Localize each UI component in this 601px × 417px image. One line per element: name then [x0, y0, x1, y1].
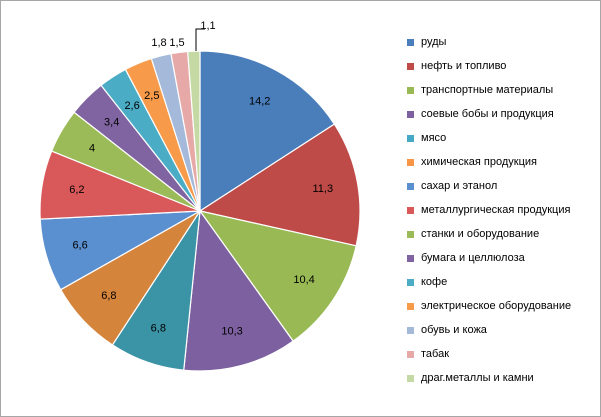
legend-swatch [407, 351, 414, 358]
data-label-12: 2,5 [144, 90, 159, 102]
legend-label: станки и оборудование [421, 228, 540, 240]
legend-swatch [407, 87, 414, 94]
legend-item: сахар и этанол [407, 178, 597, 202]
pie-slice-4 [183, 209, 294, 372]
legend-item: обувь и кожа [407, 322, 597, 346]
legend-swatch [407, 303, 414, 310]
legend-swatch [407, 111, 414, 118]
legend-label: сахар и этанол [421, 180, 498, 192]
legend-label: электрическое оборудование [421, 300, 572, 312]
legend-swatch [407, 327, 414, 334]
data-label-4: 10,3 [221, 326, 242, 338]
data-label-2: 11,3 [313, 183, 334, 195]
data-label-9: 4 [89, 142, 95, 154]
legend-swatch [407, 183, 414, 190]
legend-item: драг.металлы и камни [407, 370, 597, 394]
legend-label: бумага и целлюлоза [421, 252, 525, 264]
legend-swatch [407, 231, 414, 238]
legend-swatch [407, 279, 414, 286]
legend-swatch [407, 135, 414, 142]
legend-label: мясо [421, 132, 447, 144]
legend-swatch [407, 63, 414, 70]
data-label-3: 10,4 [293, 274, 314, 286]
legend-swatch [407, 375, 414, 382]
data-label-13: 1,8 [151, 37, 166, 49]
legend-item: транспортные материалы [407, 82, 597, 106]
legend-label: обувь и кожа [421, 324, 487, 336]
legend-item: табак [407, 346, 597, 370]
pie-slice-1 [199, 50, 336, 213]
legend-item: мясо [407, 130, 597, 154]
legend-label: драг.металлы и камни [421, 372, 534, 384]
pie-slice-2 [198, 123, 361, 247]
legend-label: соевые бобы и продукция [421, 108, 554, 120]
data-label-5: 6,8 [151, 323, 166, 335]
legend-item: электрическое оборудование [407, 298, 597, 322]
legend-label: транспортные материалы [421, 84, 554, 96]
legend-swatch [407, 159, 414, 166]
legend-item: соевые бобы и продукция [407, 106, 597, 130]
data-label-10: 3,4 [104, 117, 119, 129]
pie-slice-15 [187, 50, 201, 212]
data-label-11: 2,6 [124, 100, 139, 112]
data-label-14: 1,5 [169, 37, 184, 49]
legend-item: станки и оборудование [407, 226, 597, 250]
legend: руды нефть и топливо транспортные материал… [407, 34, 597, 394]
legend-label: металлургическая продукция [421, 204, 571, 216]
data-label-7: 6,6 [72, 240, 87, 252]
legend-item: руды [407, 34, 597, 58]
legend-label: химическая продукция [421, 156, 537, 168]
data-label-15: 1,1 [200, 20, 215, 32]
pie-slice-3 [198, 210, 357, 342]
legend-item: кофе [407, 274, 597, 298]
legend-label: кофе [421, 276, 448, 288]
legend-item: бумага и целлюлоза [407, 250, 597, 274]
data-label-6: 6,8 [101, 290, 116, 302]
data-label-1: 14,2 [249, 95, 270, 107]
leader-line-15 [195, 28, 205, 51]
legend-label: нефть и топливо [421, 60, 507, 72]
legend-label: руды [421, 36, 447, 48]
legend-item: нефть и топливо [407, 58, 597, 82]
legend-swatch [407, 39, 414, 46]
legend-swatch [407, 207, 414, 214]
legend-item: металлургическая продукция [407, 202, 597, 226]
legend-swatch [407, 255, 414, 262]
legend-label: табак [421, 348, 450, 360]
legend-item: химическая продукция [407, 154, 597, 178]
data-label-8: 6,2 [69, 184, 84, 196]
